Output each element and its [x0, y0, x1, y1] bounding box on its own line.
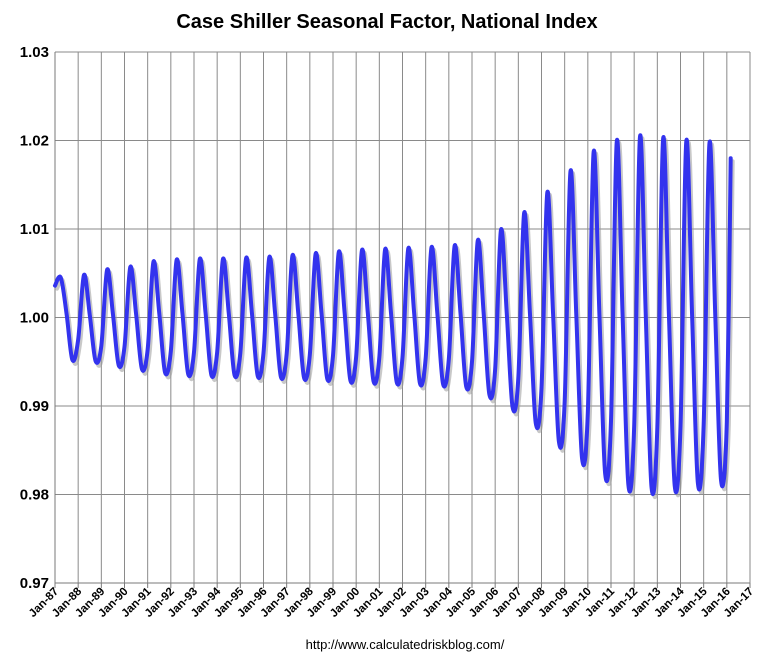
y-axis-ticks: 0.97 0.98 0.99 1.00 1.01 1.02 1.03	[20, 44, 49, 592]
series-line	[53, 133, 733, 496]
x-axis-ticks: Jan-87Jan-88Jan-89Jan-90Jan-91Jan-92Jan-…	[27, 585, 756, 620]
y-tick-label: 1.01	[20, 221, 49, 238]
y-tick-label: 0.99	[20, 398, 49, 415]
grid	[54, 51, 751, 588]
y-tick-label: 1.02	[20, 133, 49, 150]
y-tick-label: 0.97	[20, 575, 49, 592]
y-tick-label: 1.00	[20, 310, 49, 327]
y-tick-label: 1.03	[20, 44, 49, 61]
series-layer	[53, 133, 735, 499]
chart-title: Case Shiller Seasonal Factor, National I…	[176, 11, 597, 33]
source-label: http://www.calculatedriskblog.com/	[306, 637, 505, 652]
y-tick-label: 0.98	[20, 487, 49, 504]
